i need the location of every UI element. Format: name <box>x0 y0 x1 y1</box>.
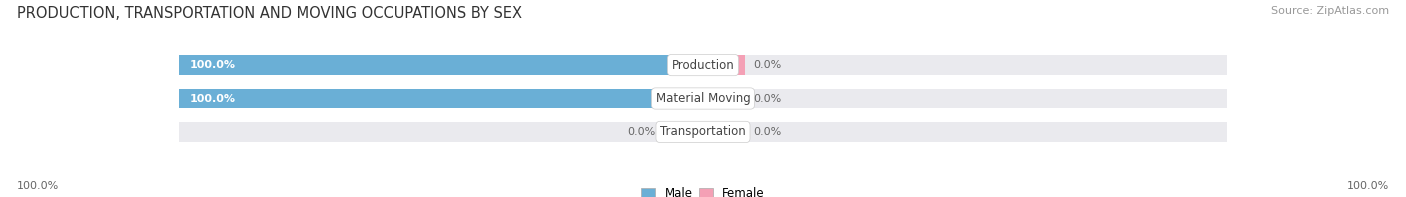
Bar <box>703 55 745 75</box>
Text: 100.0%: 100.0% <box>190 60 235 70</box>
Bar <box>179 89 1227 108</box>
Bar <box>179 55 703 75</box>
Legend: Male, Female: Male, Female <box>637 183 769 197</box>
Text: 0.0%: 0.0% <box>752 127 782 137</box>
Text: 0.0%: 0.0% <box>752 60 782 70</box>
Text: Source: ZipAtlas.com: Source: ZipAtlas.com <box>1271 6 1389 16</box>
Text: 0.0%: 0.0% <box>627 127 655 137</box>
Bar <box>703 122 745 142</box>
Text: Transportation: Transportation <box>661 125 745 138</box>
Bar <box>179 122 1227 142</box>
Text: Material Moving: Material Moving <box>655 92 751 105</box>
Text: 100.0%: 100.0% <box>190 94 235 103</box>
Text: PRODUCTION, TRANSPORTATION AND MOVING OCCUPATIONS BY SEX: PRODUCTION, TRANSPORTATION AND MOVING OC… <box>17 6 522 21</box>
Bar <box>703 89 745 108</box>
Text: Production: Production <box>672 59 734 72</box>
Bar <box>661 122 703 142</box>
Bar <box>179 55 1227 75</box>
Bar <box>179 89 703 108</box>
Text: 100.0%: 100.0% <box>1347 181 1389 191</box>
Text: 100.0%: 100.0% <box>17 181 59 191</box>
Text: 0.0%: 0.0% <box>752 94 782 103</box>
